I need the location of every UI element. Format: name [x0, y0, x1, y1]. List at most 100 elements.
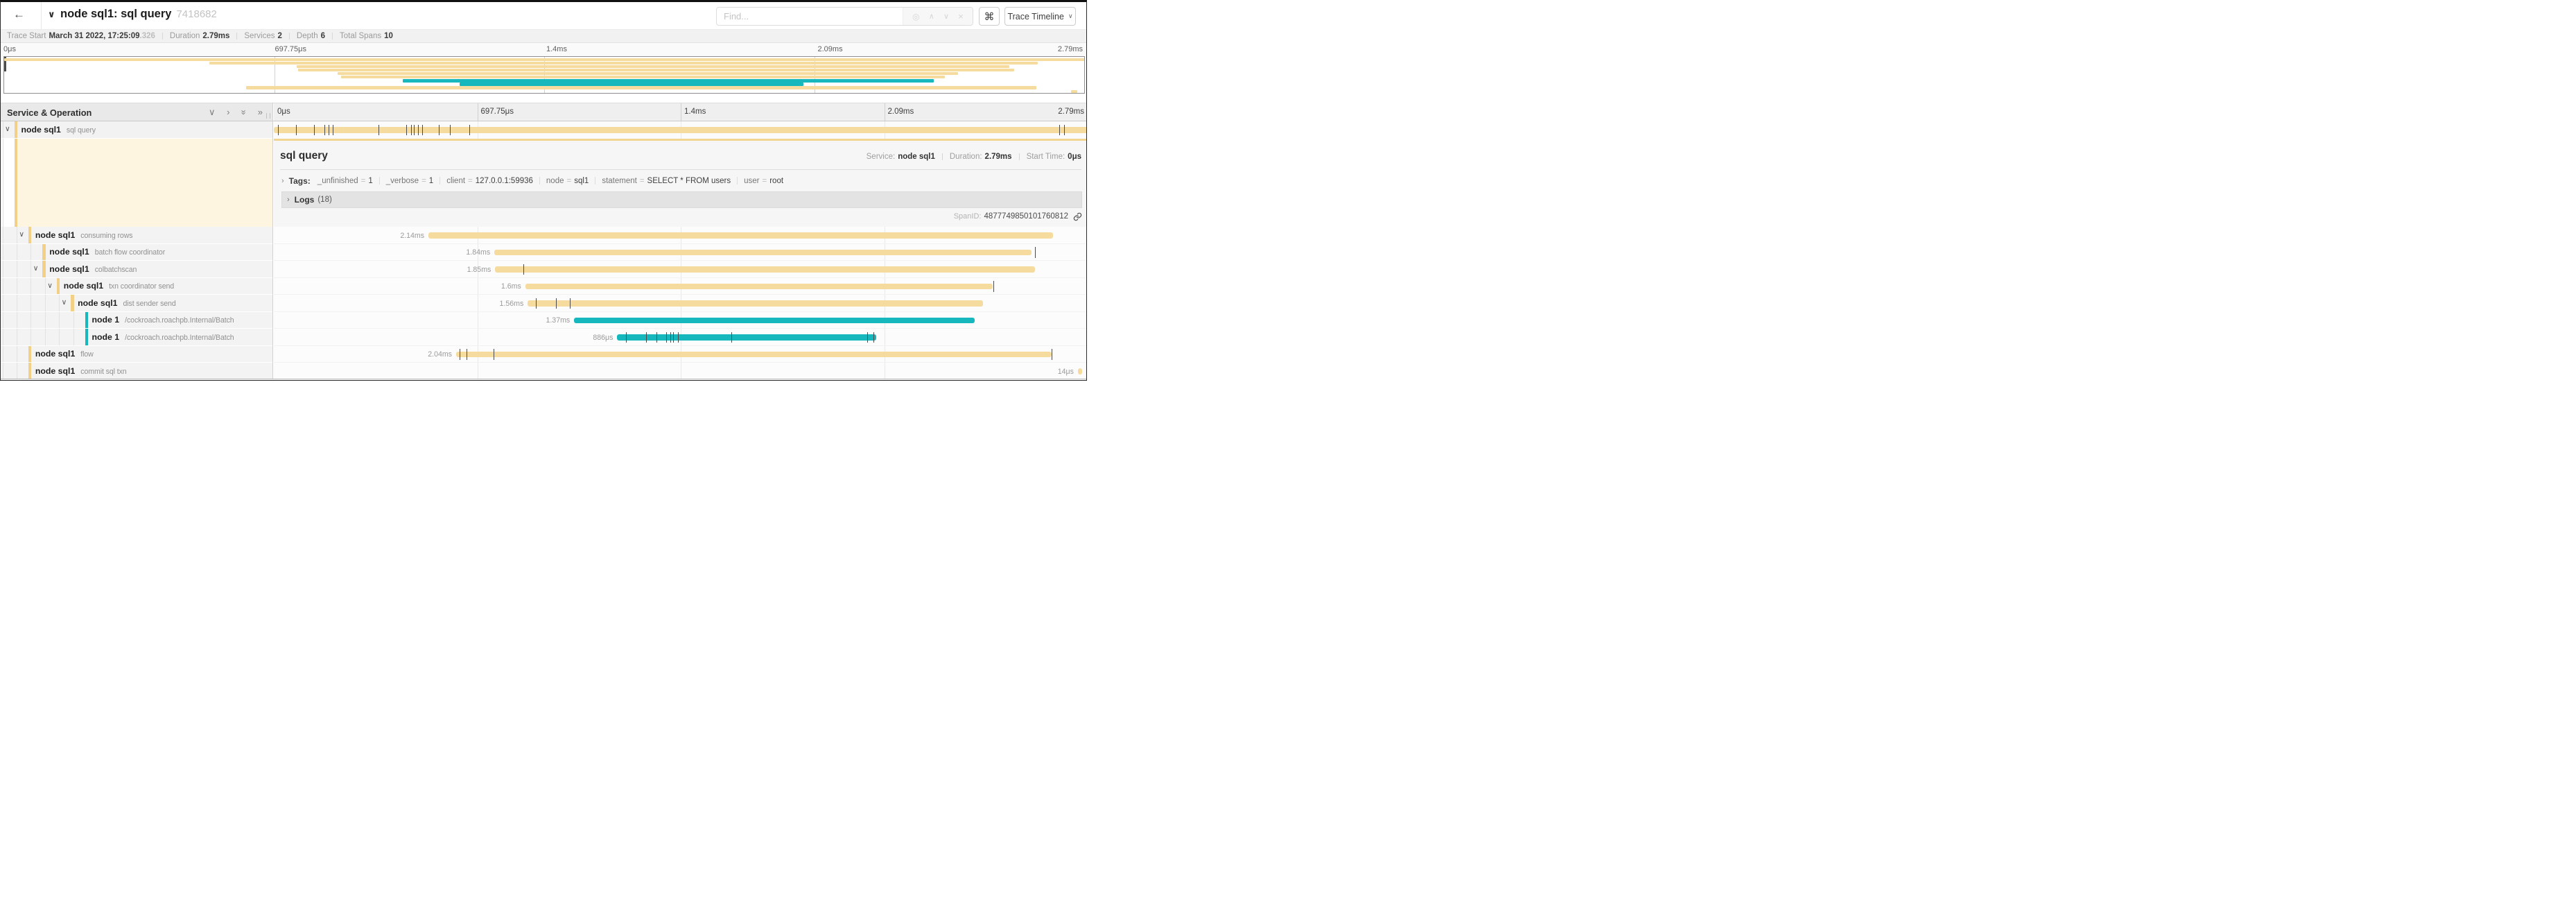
span-log-tick — [626, 332, 627, 343]
expand-one-icon[interactable]: › — [227, 107, 230, 117]
panel-divider[interactable] — [272, 103, 273, 379]
stat-label: Total Spans — [340, 32, 382, 40]
service-color-stripe — [85, 311, 88, 328]
minimap-axis-label: 2.79ms — [1057, 45, 1083, 53]
column-resize-grip[interactable] — [266, 113, 270, 119]
copy-link-icon[interactable] — [1073, 212, 1082, 221]
tag-item: user = root — [744, 177, 783, 185]
span-log-tick — [665, 332, 667, 343]
tag-equals: = — [468, 176, 473, 185]
row-collapse-icon[interactable]: ∨ — [61, 298, 67, 307]
span-duration-label: 14μs — [1057, 367, 1074, 376]
span-tree-column: ∨ node sql1 sql query ∨ node sql1 consuming r… — [1, 121, 272, 379]
span-bar[interactable] — [528, 300, 983, 307]
trace-collapse-icon[interactable]: ∨ — [48, 9, 55, 19]
tree-guide-line — [59, 311, 60, 328]
minimap-scrubber[interactable] — [4, 57, 6, 71]
ruler-label: 0μs — [277, 108, 290, 116]
find-box: ◎ ∧ ∨ × — [716, 7, 973, 26]
tree-row[interactable]: ∨ node sql1 txn coordinator send — [1, 277, 272, 295]
span-bar[interactable] — [495, 266, 1035, 273]
row-collapse-icon[interactable]: ∨ — [5, 125, 10, 133]
back-button[interactable]: ← — [1, 2, 42, 30]
tree-row[interactable]: node 1/cockroach.roachpb.Internal/Batch — [1, 329, 272, 346]
selected-span-backdrop — [14, 138, 272, 227]
row-collapse-icon[interactable]: ∨ — [47, 281, 53, 290]
span-log-tick — [413, 124, 415, 135]
row-service-name: node sql1 dist sender send — [78, 298, 176, 308]
row-collapse-icon[interactable]: ∨ — [19, 230, 25, 239]
tag-equals: = — [639, 176, 645, 185]
clear-find-icon[interactable]: × — [958, 11, 964, 22]
detail-divider — [280, 169, 1081, 170]
tree-row[interactable]: node sql1 flow — [1, 345, 272, 363]
span-duration-label: 886μs — [593, 333, 613, 342]
detail-meta-item: Start Time: 0μs — [1027, 153, 1081, 161]
tree-row[interactable]: ∨ node sql1 sql query — [1, 121, 272, 139]
row-operation-name: colbatchscan — [94, 265, 137, 274]
keyboard-shortcuts-button[interactable]: ⌘ — [979, 7, 1000, 26]
span-log-tick — [570, 298, 571, 309]
tag-value: sql1 — [574, 176, 589, 185]
minimap-axis-label: 2.09ms — [817, 45, 843, 53]
span-bar[interactable] — [525, 283, 993, 290]
span-bar[interactable] — [1077, 368, 1083, 375]
tag-equals: = — [566, 176, 572, 185]
span-id-row: SpanID: 4877749850101760812 — [954, 212, 1082, 221]
row-collapse-icon[interactable]: ∨ — [33, 264, 39, 273]
minimap-span-bar — [297, 68, 1014, 72]
tree-row[interactable]: node sql1 batch flow coordinator — [1, 243, 272, 261]
row-operation-name: /cockroach.roachpb.Internal/Batch — [125, 316, 234, 325]
minimap-span-bar — [1071, 89, 1077, 93]
span-duration-label: 1.6ms — [501, 282, 521, 291]
row-operation-name: sql query — [66, 126, 96, 135]
span-duration-label: 2.14ms — [400, 231, 425, 240]
tree-row[interactable]: node sql1 commit sql txn — [1, 363, 272, 379]
span-log-tick — [277, 124, 279, 135]
row-operation-name: dist sender send — [123, 299, 176, 308]
view-selector-button[interactable]: Trace Timeline ∨ — [1004, 7, 1076, 26]
back-arrow-icon[interactable]: ← — [13, 8, 25, 21]
stat-label: Trace Start — [7, 32, 46, 40]
find-controls: ◎ ∧ ∨ × — [903, 8, 973, 25]
find-input[interactable] — [717, 8, 903, 25]
bar-row: 14μs — [274, 363, 1086, 379]
tree-row[interactable]: ∨ node sql1 colbatchscan — [1, 261, 272, 278]
span-bar[interactable] — [617, 334, 876, 341]
minimap-canvas[interactable] — [3, 56, 1085, 94]
ruler-label: 2.09ms — [887, 108, 914, 116]
tree-row[interactable]: ∨ node sql1 consuming rows — [1, 227, 272, 244]
minimap-span-bar — [209, 61, 1038, 64]
row-service-name: node sql1 commit sql txn — [35, 366, 127, 376]
span-bars-column: sql query Service: node sql1 Duration: 2.79… — [274, 121, 1086, 379]
span-bar[interactable] — [494, 249, 1032, 256]
tag-key: _verbose — [385, 176, 419, 185]
span-log-tick — [678, 332, 679, 343]
span-log-tick — [439, 124, 440, 135]
logs-accordion[interactable]: › Logs (18) — [281, 191, 1082, 208]
span-bar[interactable] — [274, 127, 1086, 133]
next-match-icon[interactable]: ∨ — [943, 12, 950, 21]
collapse-all-icon[interactable]: » — [238, 110, 250, 115]
prev-match-icon[interactable]: ∧ — [928, 12, 934, 21]
tag-key: node — [546, 176, 564, 185]
locate-icon[interactable]: ◎ — [912, 11, 920, 22]
minimap-span-bar — [402, 79, 934, 83]
span-bar[interactable] — [574, 317, 975, 324]
span-log-tick — [469, 124, 470, 135]
tree-row[interactable]: node 1/cockroach.roachpb.Internal/Batch — [1, 311, 272, 329]
expand-all-icon[interactable]: » — [257, 107, 263, 117]
span-log-tick — [536, 298, 537, 309]
collapse-one-icon[interactable]: ∨ — [209, 107, 216, 117]
bar-row — [274, 121, 1086, 139]
tag-equals: = — [360, 176, 366, 185]
service-color-stripe — [42, 243, 46, 260]
span-duration-label: 1.84ms — [466, 248, 491, 257]
span-bar[interactable] — [428, 232, 1053, 239]
tree-row[interactable]: ∨ node sql1 dist sender send — [1, 295, 272, 312]
tag-equals: = — [762, 176, 767, 185]
tag-value: root — [769, 176, 784, 185]
meta-separator — [1018, 153, 1020, 160]
tags-accordion[interactable]: › Tags: _unfinished = 1 _verbose = 1 client = 12… — [281, 176, 783, 186]
span-bar[interactable] — [455, 351, 1052, 358]
